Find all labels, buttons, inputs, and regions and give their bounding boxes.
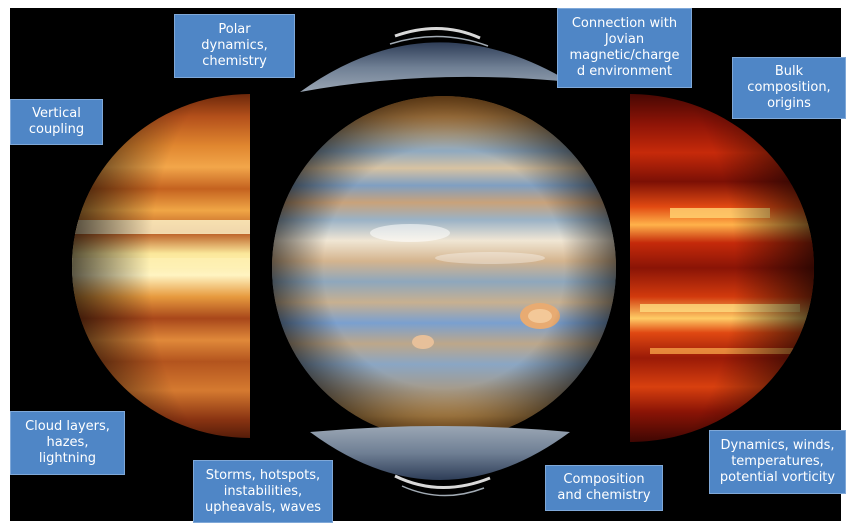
south-polar-aurora: [310, 426, 570, 497]
label-vertical-coupling: Vertical coupling: [10, 99, 103, 145]
right-infrared-hemisphere: [630, 94, 814, 442]
jupiter-visible-disk: [272, 96, 616, 440]
label-magnetic-environment: Connection with Jovian magnetic/charge d…: [557, 8, 692, 88]
label-dynamics-winds: Dynamics, winds, temperatures, potential…: [709, 430, 846, 494]
image-panel: [10, 8, 841, 521]
jupiter-composite-image: [72, 27, 814, 497]
label-composition-chemistry: Composition and chemistry: [545, 465, 663, 511]
label-cloud-layers: Cloud layers, hazes, lightning: [10, 411, 125, 475]
north-polar-aurora: [300, 27, 570, 92]
label-polar-dynamics: Polar dynamics, chemistry: [174, 14, 295, 78]
label-bulk-composition: Bulk composition, origins: [732, 57, 846, 119]
label-storms: Storms, hotspots, instabilities, upheava…: [193, 460, 333, 523]
